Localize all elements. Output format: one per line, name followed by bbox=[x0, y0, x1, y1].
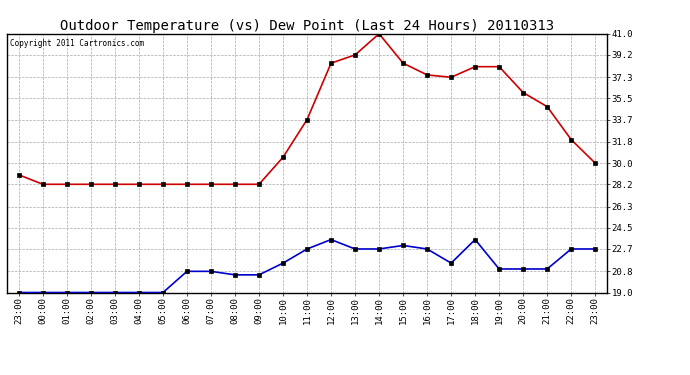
Text: Copyright 2011 Cartronics.com: Copyright 2011 Cartronics.com bbox=[10, 39, 144, 48]
Title: Outdoor Temperature (vs) Dew Point (Last 24 Hours) 20110313: Outdoor Temperature (vs) Dew Point (Last… bbox=[60, 19, 554, 33]
